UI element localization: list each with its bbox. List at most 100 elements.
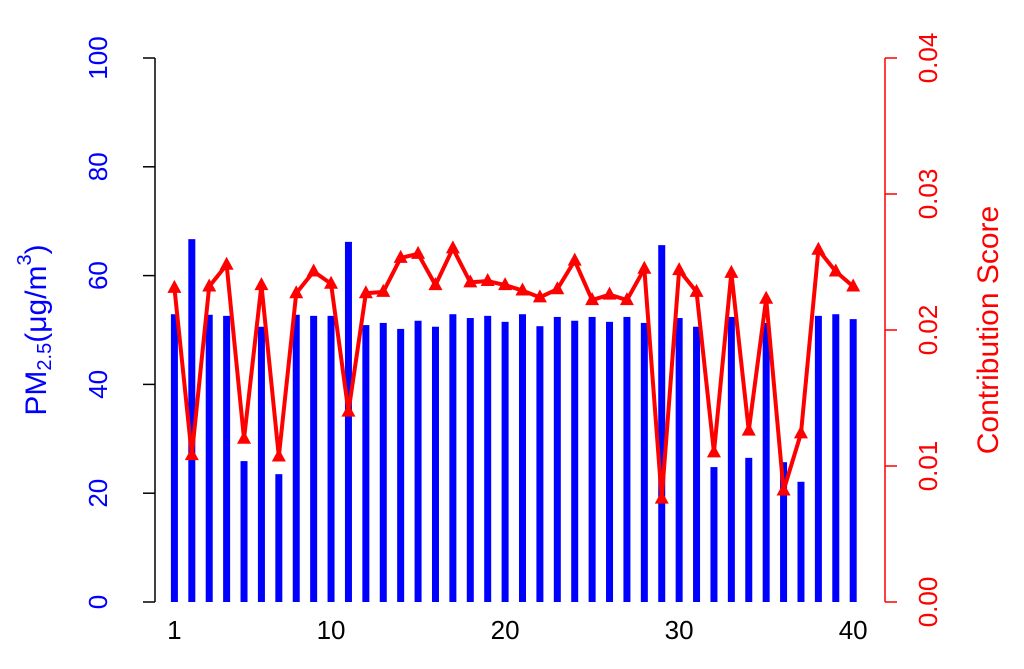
marker (759, 290, 774, 304)
marker (550, 281, 565, 295)
y-title-part: ) (20, 244, 53, 254)
marker (619, 292, 634, 306)
bar (292, 314, 300, 602)
x-tick-label: 20 (491, 615, 520, 645)
marker (602, 286, 617, 300)
y2-tick-label: 0.01 (913, 441, 943, 492)
y-title-part: (μg/m (20, 266, 53, 343)
bar (797, 481, 805, 602)
y2-tick-label: 0.04 (913, 33, 943, 84)
marker (167, 279, 182, 293)
line (172, 246, 855, 501)
y2-tick-label: 0.03 (913, 169, 943, 220)
y-tick-label: 80 (83, 152, 113, 181)
marker (445, 240, 460, 254)
bar (414, 320, 422, 602)
bar (484, 315, 492, 602)
bar (188, 239, 196, 603)
bar (571, 320, 579, 602)
bar (780, 462, 788, 602)
marker (411, 245, 426, 259)
y-tick-label: 0 (83, 595, 113, 609)
marker (184, 447, 199, 461)
marker (254, 277, 269, 291)
marker (480, 273, 495, 287)
y2-axis-title: Contribution Score (972, 206, 1005, 454)
y-title-sup: 3 (14, 254, 36, 265)
marker (532, 289, 547, 303)
marker (637, 260, 652, 274)
y-axis-title: PM2.5(μg/m3) (14, 244, 56, 415)
bar (344, 241, 352, 602)
bar (275, 474, 283, 602)
bar (536, 326, 544, 602)
marker (585, 292, 600, 306)
bar (658, 245, 666, 603)
bar (327, 315, 335, 602)
bar (240, 461, 248, 602)
bar (379, 322, 387, 602)
marker (428, 277, 443, 291)
marker (724, 264, 739, 278)
y-tick-label: 60 (83, 261, 113, 290)
bar (257, 326, 265, 602)
bar (588, 316, 596, 602)
y2-tick-label: 0.02 (913, 305, 943, 356)
bar (832, 314, 840, 602)
marker (376, 283, 391, 297)
x-tick-label: 40 (839, 615, 868, 645)
y2-tick-label: 0.00 (913, 577, 943, 628)
y-tick-label: 40 (83, 370, 113, 399)
marker (393, 249, 408, 263)
y-title-sub: 2.5 (34, 343, 56, 371)
marker (672, 262, 687, 276)
marker (463, 274, 478, 288)
marker (515, 282, 530, 296)
bar (362, 325, 370, 602)
marker (689, 283, 704, 297)
marker (567, 252, 582, 266)
bar (762, 322, 770, 602)
marker (654, 490, 669, 504)
marker (202, 278, 217, 292)
bar (606, 321, 614, 602)
y-tick-label: 20 (83, 479, 113, 508)
marker (358, 285, 373, 299)
bar (814, 315, 822, 602)
bar (205, 314, 213, 602)
bar (431, 326, 439, 602)
marker (306, 263, 321, 277)
bar (449, 314, 457, 602)
marker (219, 256, 234, 270)
marker (793, 425, 808, 439)
marker (341, 403, 356, 417)
marker (846, 278, 861, 292)
y-title-part: PM (20, 371, 53, 416)
marker (811, 241, 826, 255)
x-tick-label: 30 (665, 615, 694, 645)
bar (675, 318, 683, 602)
bar (623, 316, 631, 602)
bar (693, 326, 701, 602)
x-tick-label: 1 (167, 615, 181, 645)
bar (466, 318, 474, 602)
bar (553, 316, 561, 602)
x-tick-label: 10 (317, 615, 346, 645)
y-tick-label: 100 (83, 36, 113, 79)
bar (397, 328, 405, 602)
bar (849, 319, 857, 602)
bar (519, 314, 526, 602)
marker (706, 444, 721, 458)
bar (745, 457, 753, 602)
marker (498, 277, 513, 291)
marker (828, 263, 843, 277)
bar (310, 315, 318, 602)
bar (501, 321, 509, 602)
bar (640, 322, 648, 602)
marker (271, 448, 286, 462)
marker (776, 482, 791, 496)
marker (741, 422, 756, 436)
bar (170, 314, 178, 602)
